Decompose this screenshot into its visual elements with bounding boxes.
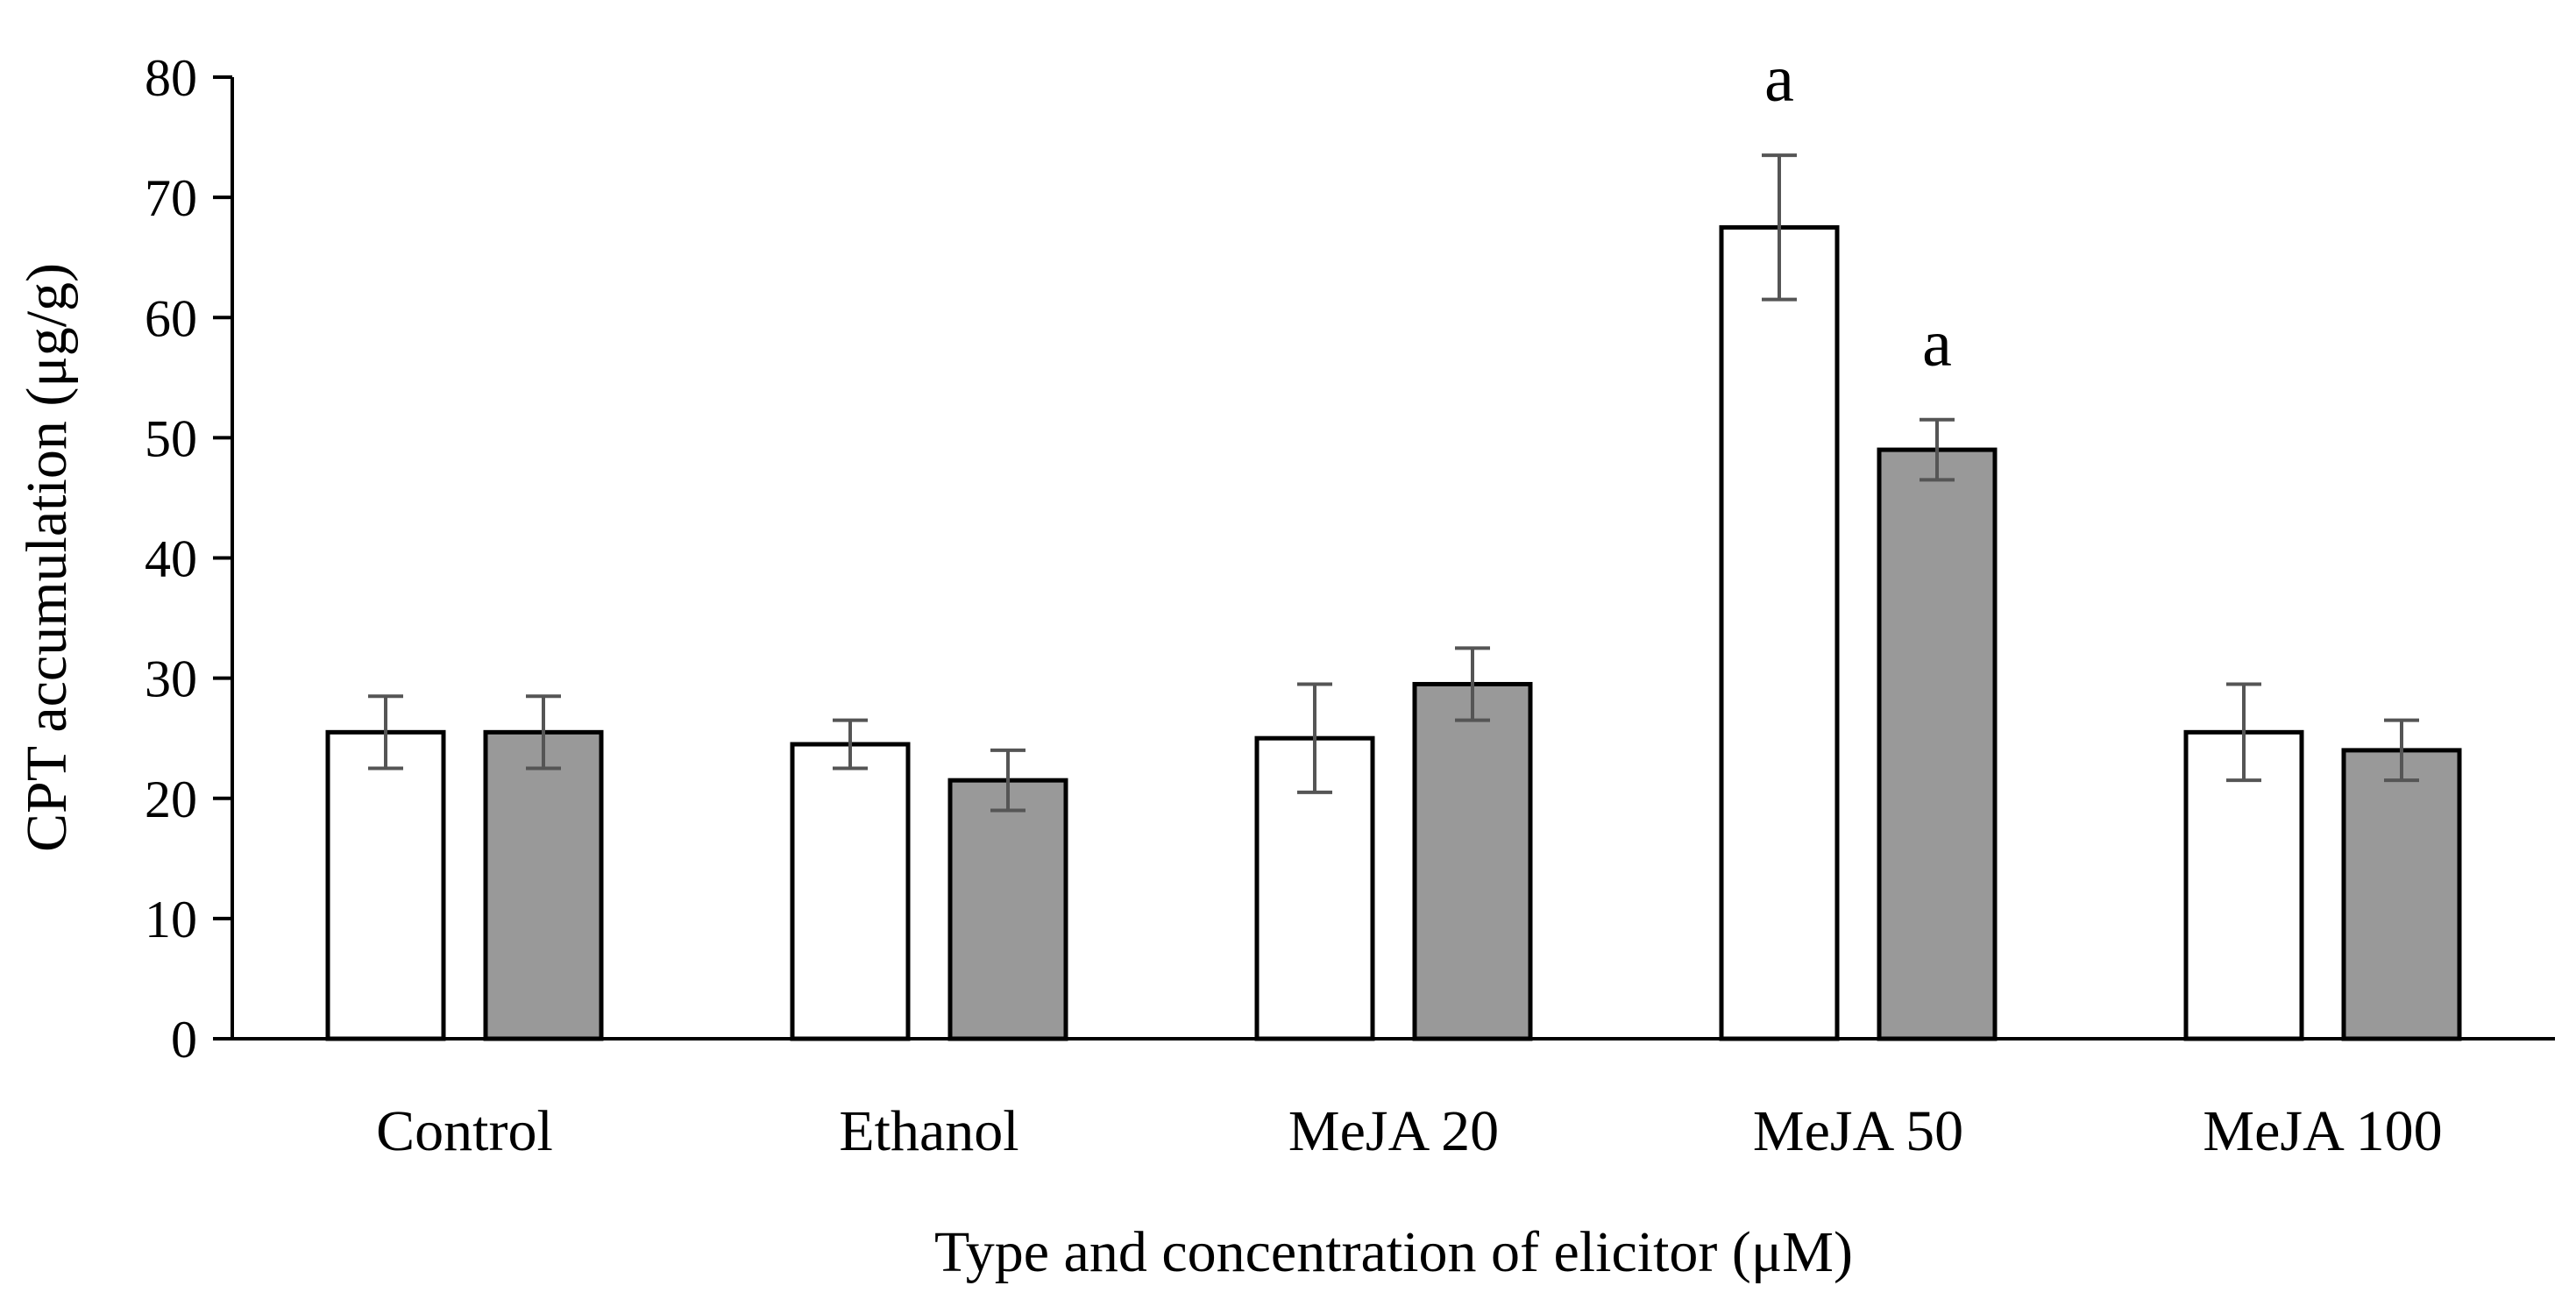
error-bar-series-2-0 [526, 694, 561, 771]
bars-layer [325, 224, 2462, 1041]
bar-series-2-4 [2341, 748, 2462, 1041]
error-bar-series-1-1 [833, 718, 868, 771]
x-category-label-2: MeJA 20 [1288, 1099, 1499, 1163]
y-ticks-layer: 0 10 20 30 40 50 60 70 80 [145, 49, 232, 1069]
significance-label-series-2-3: a [1922, 307, 1952, 380]
y-tick-label-60: 60 [145, 289, 197, 347]
bar-series-1-0 [325, 729, 446, 1041]
y-tick-label-10: 10 [145, 891, 197, 948]
y-tick-label-40: 40 [145, 530, 197, 588]
error-bar-series-1-2 [1297, 682, 1332, 794]
significance-label-series-1-3: a [1764, 42, 1794, 116]
y-axis-title: CPT accumulation (μg/g) [15, 263, 79, 852]
bar-series-1-3 [1719, 224, 1840, 1041]
bar-series-2-2 [1412, 681, 1533, 1041]
error-bar-series-2-1 [990, 748, 1025, 813]
y-tick-label-20: 20 [145, 771, 197, 828]
bar-series-2-3 [1877, 447, 1998, 1041]
bar-series-2-1 [947, 778, 1068, 1041]
y-tick-label-50: 50 [145, 409, 197, 467]
x-category-label-4: MeJA 100 [2203, 1099, 2442, 1163]
y-tick-label-0: 0 [171, 1011, 197, 1069]
bar-series-1-4 [2183, 729, 2304, 1041]
x-axis-title: Type and concentration of elicitor (μM) [934, 1220, 1853, 1284]
bar-series-1-1 [790, 742, 911, 1041]
x-category-label-1: Ethanol [839, 1099, 1018, 1163]
x-category-labels: Control Ethanol MeJA 20 MeJA 50 MeJA 100 [376, 1099, 2442, 1163]
error-bar-series-2-4 [2384, 718, 2419, 783]
y-tick-label-70: 70 [145, 169, 197, 227]
bar-series-2-0 [483, 729, 604, 1041]
x-category-label-0: Control [376, 1099, 553, 1163]
error-bar-series-1-4 [2226, 682, 2261, 783]
error-bars-layer [368, 153, 2419, 813]
y-tick-label-30: 30 [145, 650, 197, 708]
x-category-label-3: MeJA 50 [1753, 1099, 1963, 1163]
error-bar-series-1-0 [368, 694, 403, 771]
error-bar-series-2-2 [1455, 646, 1490, 722]
error-bar-series-1-3 [1762, 153, 1797, 302]
y-tick-label-80: 80 [145, 49, 197, 107]
annotations-layer: aa [1764, 42, 1952, 380]
error-bar-series-2-3 [1920, 417, 1955, 482]
